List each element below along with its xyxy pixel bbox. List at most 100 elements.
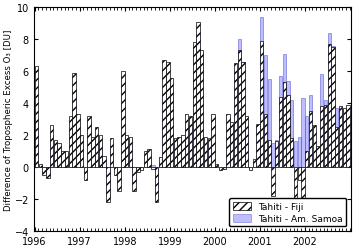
Bar	[189, 124, 192, 167]
Bar	[147, 150, 151, 167]
Bar	[313, 154, 316, 167]
Bar	[249, 167, 252, 169]
Bar	[245, 120, 248, 167]
Bar	[275, 140, 278, 167]
Bar	[252, 160, 256, 167]
Bar	[50, 136, 53, 167]
Bar	[50, 126, 53, 167]
Bar	[331, 46, 335, 167]
Bar	[316, 147, 320, 167]
Bar	[106, 167, 110, 196]
Bar	[91, 144, 94, 167]
Bar	[192, 43, 196, 167]
Bar	[181, 136, 185, 167]
Bar	[320, 75, 323, 167]
Bar	[271, 167, 275, 196]
Bar	[346, 108, 350, 167]
Bar	[290, 100, 294, 167]
Bar	[256, 124, 260, 167]
Bar	[328, 34, 331, 167]
Bar	[275, 142, 278, 167]
Bar	[91, 137, 94, 167]
Bar	[331, 48, 335, 167]
Bar	[132, 167, 136, 191]
Bar	[297, 137, 301, 167]
Bar	[174, 139, 177, 167]
Bar	[174, 144, 177, 167]
Bar	[163, 92, 166, 167]
Bar	[346, 105, 350, 167]
Bar	[140, 167, 143, 170]
Bar	[95, 136, 98, 167]
Bar	[125, 136, 128, 167]
Bar	[305, 116, 308, 167]
Bar	[189, 116, 192, 167]
Bar	[80, 136, 83, 167]
Bar	[87, 121, 91, 167]
Bar	[226, 118, 230, 167]
Bar	[76, 120, 80, 167]
Bar	[147, 154, 151, 167]
Bar	[140, 167, 143, 169]
Bar	[155, 167, 158, 202]
Bar	[114, 167, 117, 172]
Bar	[252, 162, 256, 167]
Bar	[260, 18, 263, 167]
Bar	[249, 167, 252, 170]
Bar	[61, 152, 65, 167]
Bar	[185, 124, 189, 167]
Bar	[208, 139, 211, 167]
Bar	[110, 145, 113, 167]
Bar	[99, 136, 102, 167]
Bar	[151, 166, 154, 167]
Bar	[215, 164, 218, 167]
Bar	[110, 139, 113, 167]
Bar	[305, 152, 308, 167]
Bar	[54, 144, 57, 167]
Bar	[297, 167, 301, 180]
Bar	[151, 167, 154, 169]
Bar	[99, 142, 102, 167]
Bar	[46, 167, 49, 175]
Bar	[103, 160, 106, 167]
Bar	[328, 45, 331, 167]
Bar	[58, 144, 61, 167]
Bar	[155, 167, 158, 196]
Bar	[95, 128, 98, 167]
Bar	[181, 142, 185, 167]
Bar	[163, 61, 166, 167]
Bar	[339, 107, 342, 167]
Bar	[294, 167, 297, 207]
Bar	[268, 140, 271, 167]
Bar	[230, 124, 233, 167]
Bar	[241, 62, 245, 167]
Bar	[159, 161, 162, 167]
Bar	[69, 116, 72, 167]
Bar	[241, 62, 245, 167]
Bar	[72, 74, 76, 167]
Bar	[136, 167, 140, 169]
Bar	[61, 154, 65, 167]
Bar	[245, 116, 248, 167]
Bar	[211, 115, 215, 167]
Bar	[226, 115, 230, 167]
Bar	[313, 126, 316, 167]
Bar	[129, 137, 132, 167]
Bar	[144, 156, 147, 167]
Bar	[283, 54, 286, 167]
Bar	[343, 110, 346, 167]
Bar	[178, 144, 181, 167]
Bar	[294, 142, 297, 167]
Bar	[260, 42, 263, 167]
Bar	[196, 22, 200, 167]
Bar	[279, 97, 282, 167]
Bar	[72, 91, 76, 167]
Bar	[192, 48, 196, 167]
Bar	[196, 34, 200, 167]
Bar	[343, 108, 346, 167]
Bar	[309, 112, 312, 167]
Bar	[132, 167, 136, 183]
Bar	[114, 167, 117, 175]
Bar	[80, 142, 83, 167]
Bar	[121, 72, 125, 167]
